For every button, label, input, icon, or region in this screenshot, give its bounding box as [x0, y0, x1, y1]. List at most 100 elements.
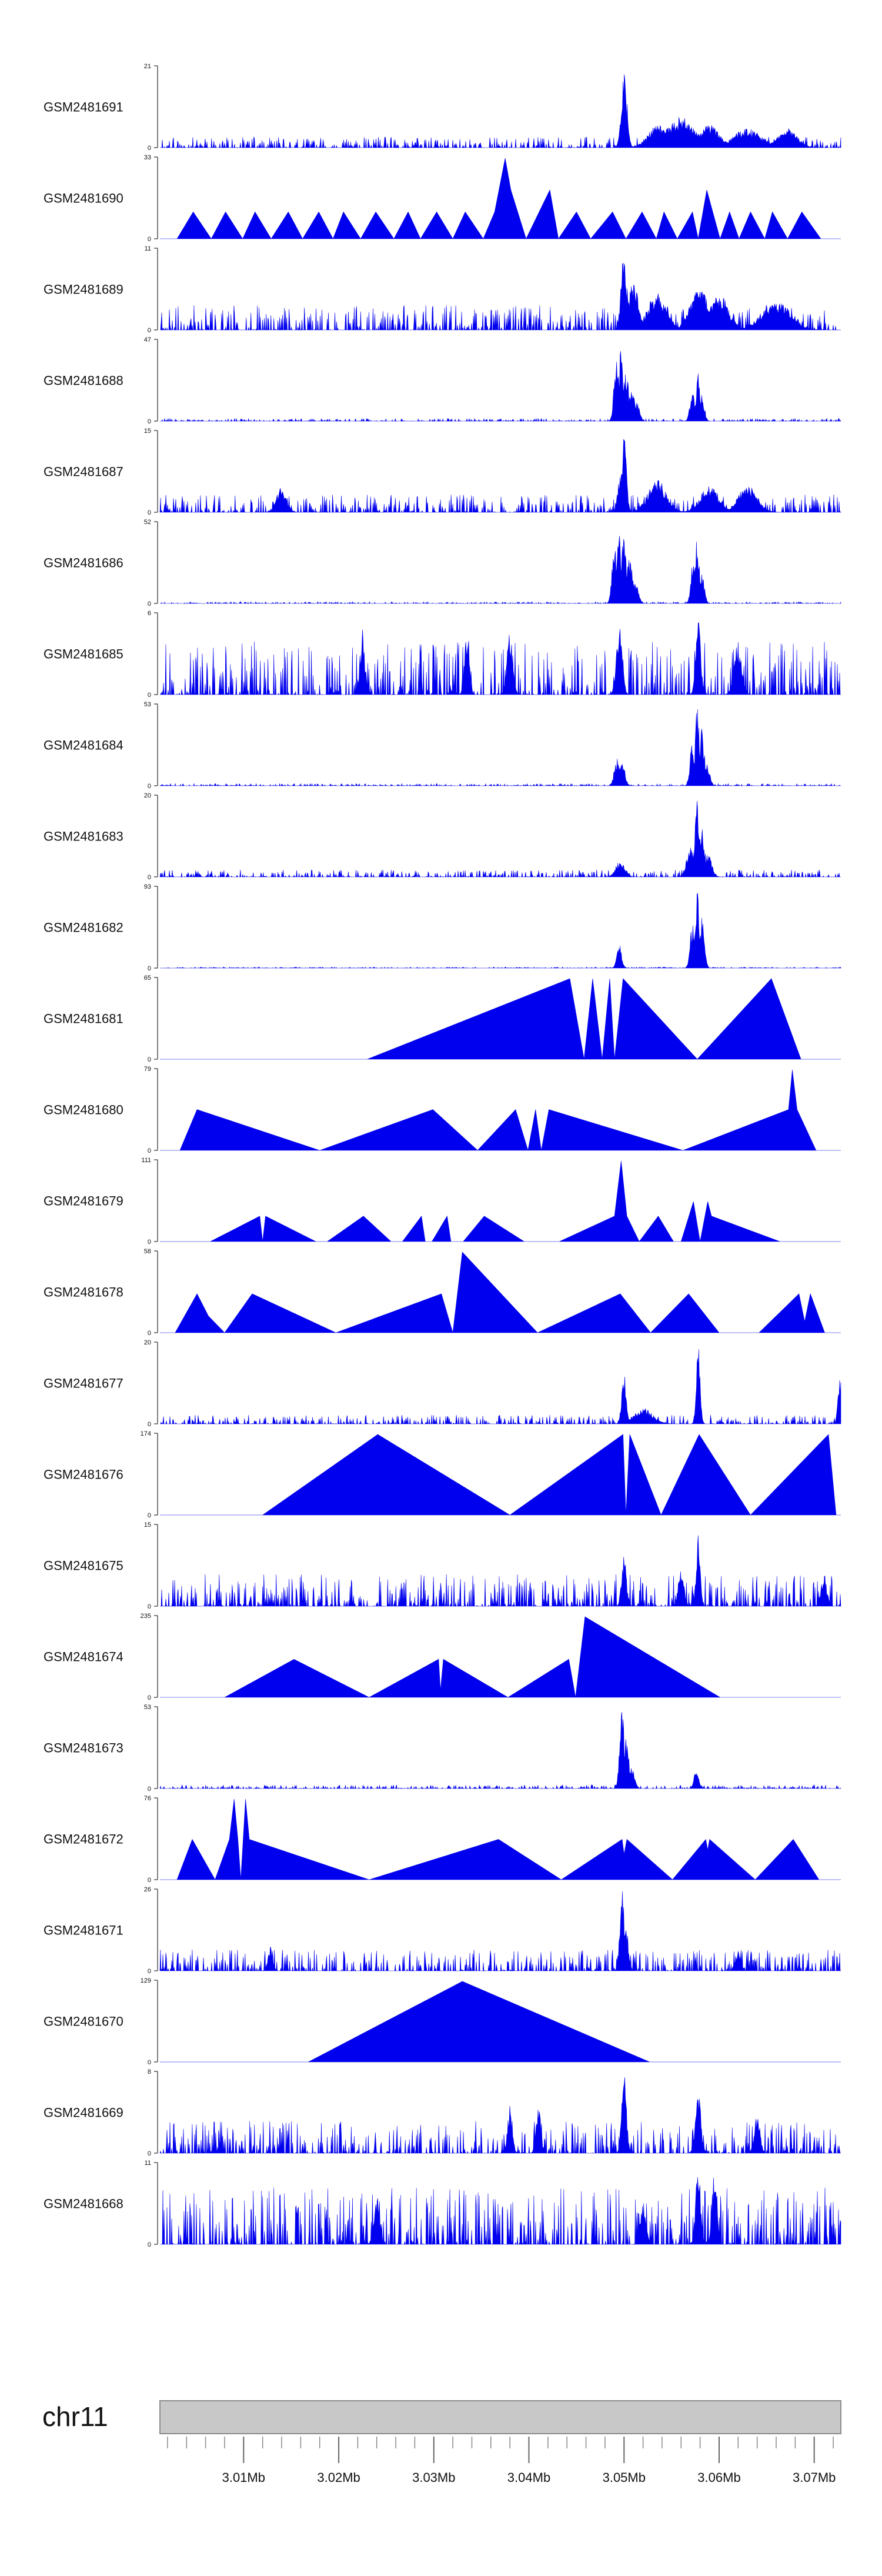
y-min-label: 0 [148, 692, 151, 699]
signal-area [160, 622, 841, 696]
track-GSM2481688: GSM2481688 47 0 [44, 336, 841, 425]
track-name: GSM2481671 [44, 1923, 123, 1938]
signal-area [160, 1798, 841, 1880]
tick-label: 3.07Mb [793, 2470, 836, 2485]
track-GSM2481682: GSM2481682 93 0 [44, 883, 841, 972]
y-max-label: 20 [144, 1339, 151, 1346]
signal-area [159, 439, 842, 513]
tick-label: 3.05Mb [603, 2470, 646, 2485]
y-max-label: 8 [148, 2068, 151, 2076]
signal-area [159, 1712, 841, 1790]
y-max-label: 76 [144, 1795, 151, 1802]
signal-area [160, 262, 841, 331]
track-name: GSM2481669 [44, 2105, 123, 2120]
y-max-label: 15 [144, 1521, 151, 1529]
signal-area [159, 2077, 841, 2154]
track-name: GSM2481689 [44, 282, 123, 297]
track-name: GSM2481686 [44, 556, 123, 570]
y-max-label: 129 [141, 1977, 151, 1984]
y-min-label: 0 [148, 1056, 151, 1063]
signal-area [160, 536, 841, 604]
y-max-label: 58 [144, 1248, 151, 1255]
track-name: GSM2481679 [44, 1194, 123, 1209]
track-GSM2481689: GSM2481689 11 0 [44, 245, 841, 334]
y-min-label: 0 [148, 1786, 151, 1793]
y-max-label: 52 [144, 519, 151, 526]
data-tracks: GSM2481691210GSM2481690330GSM2481689110G… [44, 63, 842, 2248]
track-name: GSM2481680 [44, 1103, 123, 1117]
track-name: GSM2481682 [44, 920, 123, 935]
track-name: GSM2481675 [44, 1559, 123, 1573]
y-min-label: 0 [148, 418, 151, 425]
signal-area [160, 1252, 841, 1333]
y-max-label: 174 [141, 1430, 151, 1437]
y-max-label: 53 [144, 1704, 151, 1711]
track-GSM2481675: GSM2481675 15 0 [44, 1521, 841, 1610]
genome-axis: chr11 3.01Mb 3.02Mb 3.03Mb 3.04Mb 3.05Mb 3.06… [42, 2400, 841, 2485]
y-min-label: 0 [148, 783, 151, 790]
y-min-label: 0 [148, 1147, 151, 1154]
signal-area [159, 800, 841, 878]
y-max-label: 65 [144, 975, 151, 982]
y-min-label: 0 [148, 1239, 151, 1246]
y-min-label: 0 [148, 327, 151, 334]
signal-area [160, 1616, 841, 1698]
track-name: GSM2481690 [44, 191, 123, 206]
track-name: GSM2481676 [44, 1467, 123, 1482]
y-max-label: 21 [144, 63, 151, 70]
signal-area [160, 351, 841, 422]
track-GSM2481680: GSM2481680 79 0 [44, 1066, 841, 1154]
tick-label: 3.03Mb [412, 2470, 455, 2485]
y-min-label: 0 [148, 1603, 151, 1610]
track-name: GSM2481670 [44, 2014, 123, 2029]
y-min-label: 0 [148, 965, 151, 972]
signal-area [160, 1981, 841, 2063]
track-GSM2481669: GSM2481669 8 0 [44, 2068, 841, 2157]
y-min-label: 0 [148, 145, 151, 152]
signal-area [160, 1069, 841, 1151]
y-min-label: 0 [148, 1330, 151, 1337]
track-GSM2481668: GSM2481668 11 0 [44, 2160, 841, 2248]
y-max-label: 6 [148, 610, 151, 617]
y-min-label: 0 [148, 2150, 151, 2157]
signal-area [160, 893, 841, 969]
track-GSM2481679: GSM2481679 111 0 [44, 1157, 841, 1246]
y-max-label: 11 [145, 2160, 151, 2167]
track-GSM2481684: GSM2481684 53 0 [44, 701, 841, 790]
y-min-label: 0 [148, 509, 151, 516]
y-min-label: 0 [148, 1512, 151, 1519]
y-max-label: 20 [144, 792, 151, 799]
signal-area [160, 1349, 841, 1425]
y-min-label: 0 [148, 2059, 151, 2066]
track-GSM2481690: GSM2481690 33 0 [44, 154, 841, 243]
track-name: GSM2481678 [44, 1285, 123, 1300]
track-name: GSM2481674 [44, 1650, 123, 1664]
tick-label: 3.04Mb [507, 2470, 550, 2485]
y-min-label: 0 [148, 236, 151, 243]
track-GSM2481677: GSM2481677 20 0 [44, 1339, 841, 1428]
y-max-label: 53 [144, 701, 151, 708]
track-GSM2481678: GSM2481678 58 0 [44, 1248, 841, 1337]
track-GSM2481670: GSM2481670 129 0 [44, 1977, 841, 2066]
y-max-label: 15 [144, 428, 151, 435]
signal-area [160, 158, 841, 240]
chromosome-label: chr11 [42, 2401, 108, 2432]
track-GSM2481687: GSM2481687 15 0 [44, 428, 842, 516]
y-min-label: 0 [148, 1968, 151, 1975]
axis-ticks: 3.01Mb 3.02Mb 3.03Mb 3.04Mb 3.05Mb 3.06Mb 3.07… [167, 2437, 836, 2485]
tick-label: 3.01Mb [222, 2470, 265, 2485]
track-GSM2481685: GSM2481685 6 0 [44, 610, 841, 699]
y-max-label: 111 [141, 1157, 151, 1164]
y-min-label: 0 [148, 1877, 151, 1884]
track-GSM2481686: GSM2481686 52 0 [44, 519, 841, 608]
track-GSM2481673: GSM2481673 53 0 [44, 1704, 841, 1793]
signal-area [160, 978, 841, 1060]
track-name: GSM2481684 [44, 738, 123, 753]
track-GSM2481672: GSM2481672 76 0 [44, 1795, 841, 1884]
y-min-label: 0 [148, 1421, 151, 1428]
track-name: GSM2481685 [44, 647, 123, 662]
signal-area [160, 1535, 841, 1607]
tick-label: 3.06Mb [697, 2470, 740, 2485]
track-name: GSM2481683 [44, 829, 123, 844]
